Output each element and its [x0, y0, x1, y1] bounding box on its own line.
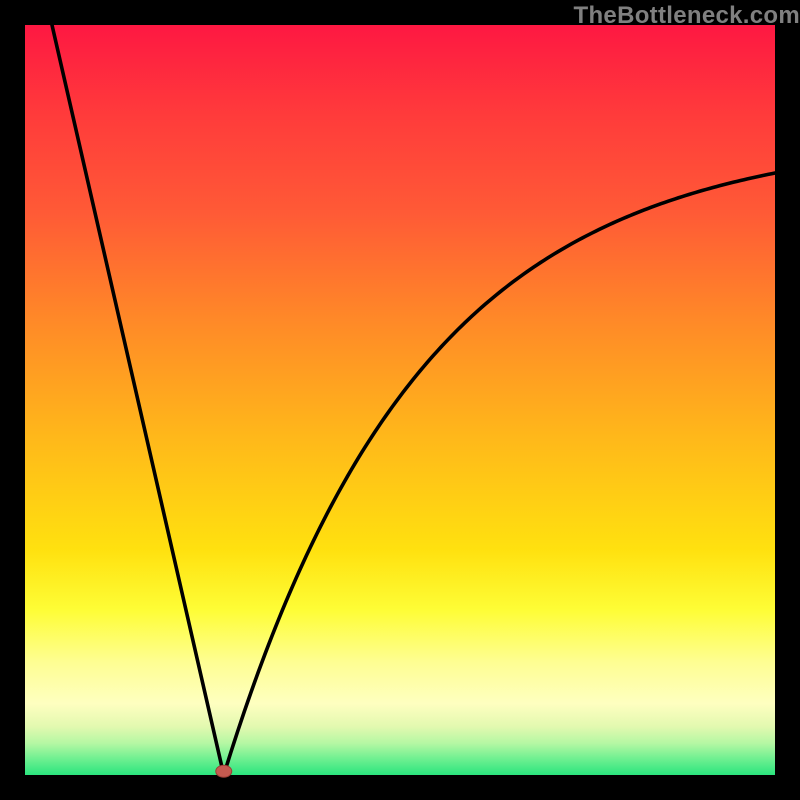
watermark-text: TheBottleneck.com: [0, 2, 800, 30]
bottleneck-chart: [0, 0, 800, 800]
curve-apex-marker: [216, 765, 232, 777]
